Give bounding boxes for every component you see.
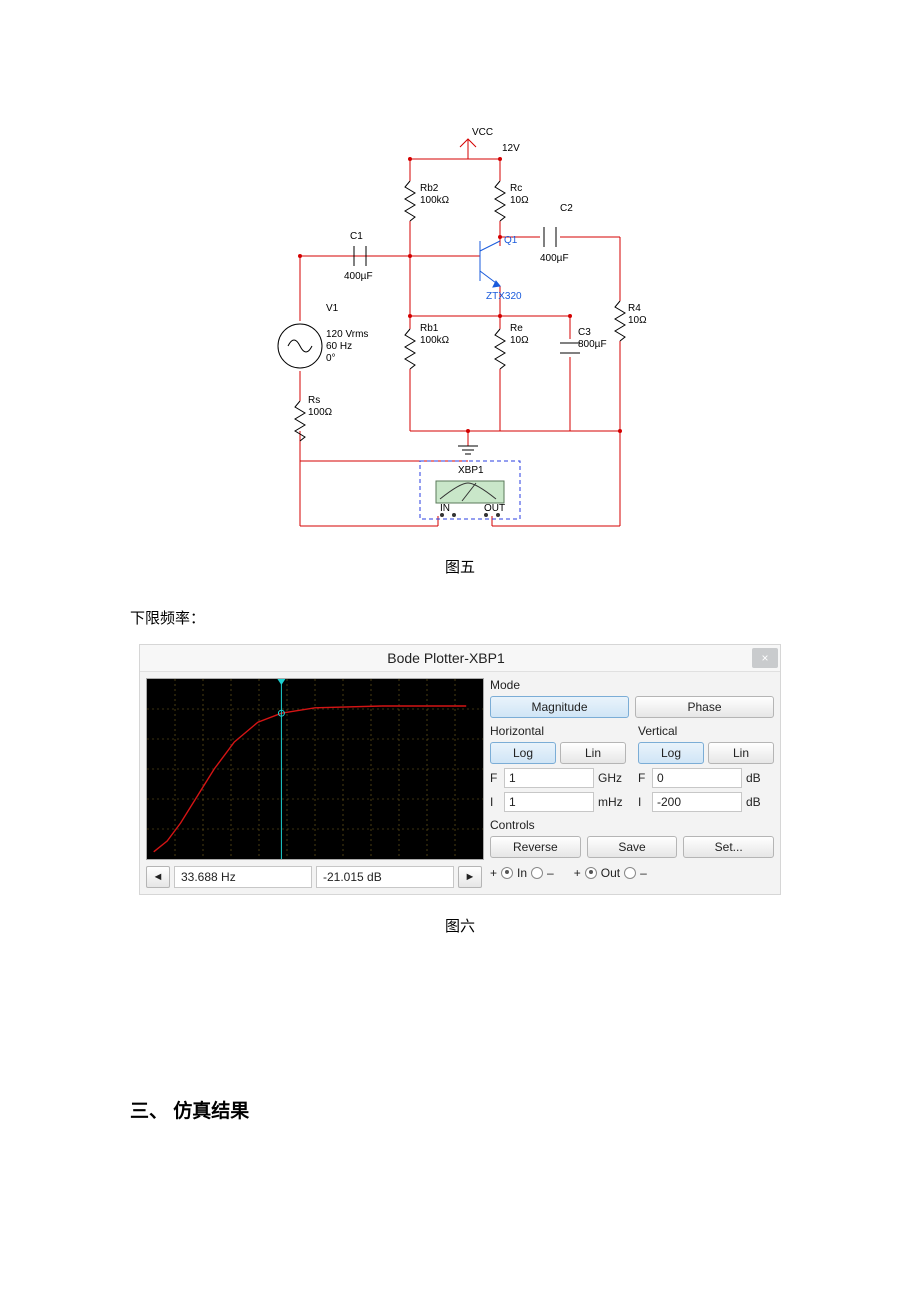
c1-value: 400µF <box>344 271 373 282</box>
xbp-out: OUT <box>484 503 505 514</box>
re-value: 10Ω <box>510 335 529 346</box>
h-lin-button[interactable]: Lin <box>560 742 626 764</box>
h-F-unit: GHz <box>598 771 626 785</box>
v1-line3: 0° <box>326 353 336 364</box>
reverse-button[interactable]: Reverse <box>490 836 581 858</box>
horizontal-label: Horizontal <box>490 724 626 738</box>
vcc-value: 12V <box>502 143 520 154</box>
q1-label: Q1 <box>504 235 518 246</box>
v-F-label: F <box>638 771 648 785</box>
c2-label: C2 <box>560 203 573 214</box>
cursor-right-button[interactable]: ► <box>458 866 482 888</box>
vcc-label: VCC <box>472 127 493 138</box>
rb1-value: 100kΩ <box>420 335 450 346</box>
v-F-field[interactable]: 0 <box>652 768 742 788</box>
figure6-caption: 图六 <box>130 915 790 936</box>
in-minus-terminal-icon[interactable] <box>531 867 543 879</box>
set-button[interactable]: Set... <box>683 836 774 858</box>
out-label: Out <box>601 866 620 880</box>
c2-value: 400µF <box>540 253 569 264</box>
h-I-unit: mHz <box>598 795 626 809</box>
v-F-unit: dB <box>746 771 774 785</box>
cursor-mag-readout: -21.015 dB <box>316 866 454 888</box>
lower-freq-label: 下限频率： <box>130 607 790 628</box>
rs-value: 100Ω <box>308 407 333 418</box>
section-3-heading: 三、 仿真结果 <box>130 1096 790 1123</box>
vertical-label: Vertical <box>638 724 774 738</box>
magnitude-button[interactable]: Magnitude <box>490 696 629 718</box>
re-label: Re <box>510 323 523 334</box>
v1-label: V1 <box>326 303 339 314</box>
out-minus-label: – <box>640 866 647 880</box>
cursor-left-button[interactable]: ◄ <box>146 866 170 888</box>
rc-label: Rc <box>510 183 522 194</box>
xbp-in: IN <box>440 503 450 514</box>
out-terminals[interactable]: + Out – <box>574 866 647 880</box>
in-label: In <box>517 866 527 880</box>
v1-line1: 120 Vrms <box>326 329 368 340</box>
h-F-label: F <box>490 771 500 785</box>
q1-model: ZTX320 <box>486 291 522 302</box>
close-icon[interactable]: × <box>752 648 778 668</box>
xbp-name: XBP1 <box>458 465 484 476</box>
v-I-field[interactable]: -200 <box>652 792 742 812</box>
h-I-label: I <box>490 795 500 809</box>
out-plus-terminal-icon[interactable] <box>585 867 597 879</box>
r4-label: R4 <box>628 303 641 314</box>
rb2-value: 100kΩ <box>420 195 450 206</box>
in-terminals[interactable]: + In – <box>490 866 554 880</box>
r4-value: 10Ω <box>628 315 647 326</box>
in-minus-label: – <box>547 866 554 880</box>
cursor-freq-readout: 33.688 Hz <box>174 866 312 888</box>
bode-title-bar: Bode Plotter-XBP1 × <box>140 645 780 672</box>
v1-line2: 60 Hz <box>326 341 352 352</box>
h-log-button[interactable]: Log <box>490 742 556 764</box>
v-I-label: I <box>638 795 648 809</box>
rc-value: 10Ω <box>510 195 529 206</box>
figure5-caption: 图五 <box>130 556 790 577</box>
bode-plot-area[interactable] <box>146 678 484 860</box>
h-I-field[interactable]: 1 <box>504 792 594 812</box>
save-button[interactable]: Save <box>587 836 678 858</box>
c3-label: C3 <box>578 327 591 338</box>
in-plus-label: + <box>490 866 497 880</box>
out-plus-label: + <box>574 866 581 880</box>
controls-label: Controls <box>490 818 774 832</box>
v-lin-button[interactable]: Lin <box>708 742 774 764</box>
in-plus-terminal-icon[interactable] <box>501 867 513 879</box>
c1-label: C1 <box>350 231 363 242</box>
mode-label: Mode <box>490 678 774 692</box>
rs-label: Rs <box>308 395 320 406</box>
v-log-button[interactable]: Log <box>638 742 704 764</box>
phase-button[interactable]: Phase <box>635 696 774 718</box>
v-I-unit: dB <box>746 795 774 809</box>
c3-value: 800µF <box>578 339 607 350</box>
circuit-diagram: VCC 12V Rb2 100kΩ Rc 10Ω C1 400µF C2 400… <box>130 110 790 536</box>
h-F-field[interactable]: 1 <box>504 768 594 788</box>
rb1-label: Rb1 <box>420 323 439 334</box>
bode-title-text: Bode Plotter-XBP1 <box>140 650 752 666</box>
out-minus-terminal-icon[interactable] <box>624 867 636 879</box>
bode-plotter-window: Bode Plotter-XBP1 × ◄ 33.688 Hz -21.015 … <box>139 644 781 895</box>
rb2-label: Rb2 <box>420 183 439 194</box>
